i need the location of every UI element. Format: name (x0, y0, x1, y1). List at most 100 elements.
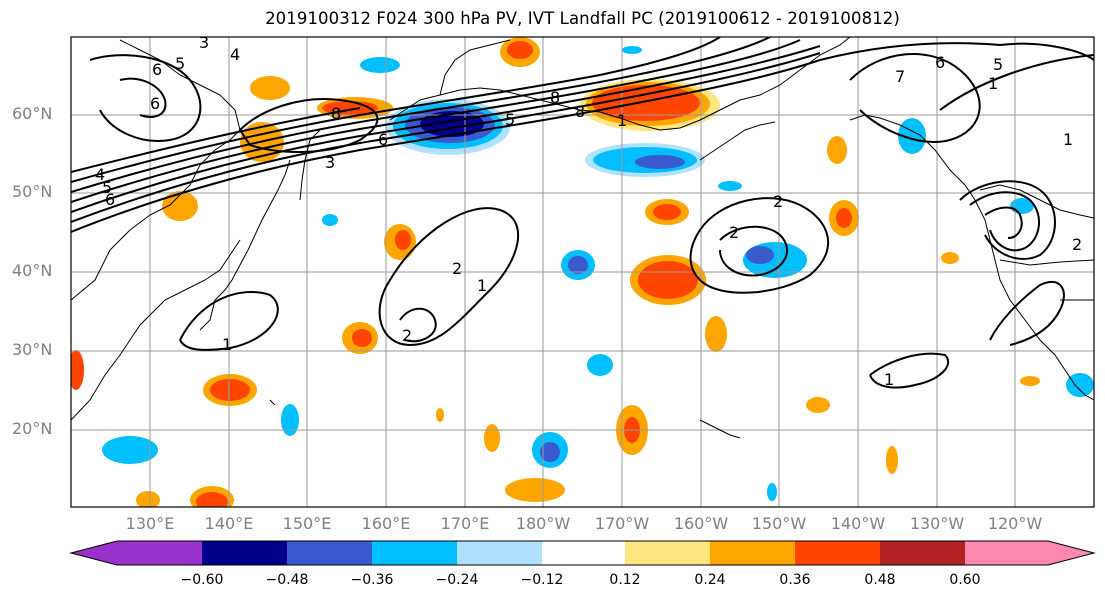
anomaly-shade (1066, 373, 1094, 397)
anomaly-shade (746, 246, 774, 264)
anomaly-shade (1020, 376, 1040, 386)
contour-label: 4 (230, 45, 240, 64)
colorbar-tick-label: −0.24 (435, 572, 479, 588)
contour-label: 6 (935, 53, 945, 72)
lon-label: 170°W (594, 514, 650, 533)
colorbar-tick-label: −0.60 (180, 572, 224, 588)
lat-label: 60°N (12, 104, 53, 123)
contour-label: 5 (102, 178, 112, 197)
lon-label: 160°E (361, 514, 411, 533)
anomaly-shade (71, 350, 84, 390)
contour-label: 8 (550, 88, 560, 107)
colorbar-segment (795, 541, 880, 565)
colorbar-outline (69, 540, 1096, 566)
anomaly-shade (587, 354, 613, 376)
lon-label: 130°E (125, 514, 175, 533)
contour-label: 1 (884, 370, 894, 389)
anomaly-shade (806, 397, 830, 413)
colorbar-tick-label: 0.24 (694, 572, 726, 588)
contour-label: 8 (575, 102, 585, 121)
contour-label: 1 (988, 74, 998, 93)
contour-label: 4 (95, 165, 105, 184)
anomaly-shade (836, 208, 852, 228)
anomaly-shade (360, 57, 400, 73)
contour-label: 2 (1072, 235, 1082, 254)
anomaly-shade (568, 256, 588, 274)
contour-label: 3 (199, 33, 209, 52)
contour-label: 6 (105, 190, 115, 209)
contour-label: 6 (378, 130, 388, 149)
anomaly-shade (540, 442, 560, 462)
lon-label: 140°W (830, 514, 886, 533)
contour-label: 1 (477, 276, 487, 295)
anomaly-shade (281, 404, 299, 436)
anomaly-shade (352, 329, 372, 347)
anomaly-shade (136, 491, 160, 507)
lon-label: 180°W (515, 514, 571, 533)
colorbar-segment (372, 541, 457, 565)
map-frame (70, 36, 1095, 508)
anomaly-shade (635, 155, 685, 169)
anomaly-shade (718, 181, 742, 191)
contour-label: 5 (505, 110, 515, 129)
anomaly-shade (210, 379, 250, 401)
lon-label: 150°E (282, 514, 332, 533)
anomaly-shade (653, 204, 681, 220)
graticule (71, 37, 1094, 507)
anomaly-shade (322, 214, 338, 226)
colorbar-segment (625, 541, 710, 565)
lat-label: 40°N (12, 261, 53, 280)
lon-label: 160°W (673, 514, 729, 533)
coastlines (71, 37, 1094, 439)
anomaly-shade (827, 136, 847, 164)
colorbar-segment (542, 541, 625, 565)
anomaly-shade (886, 446, 898, 474)
colorbar-segment (880, 541, 965, 565)
contour-label: 2 (773, 192, 783, 211)
anomaly-shade (941, 252, 959, 264)
contour-label: 6 (152, 60, 162, 79)
anomaly-shade (505, 478, 565, 502)
anomaly-shade (102, 436, 158, 464)
colorbar-tick-label: 0.12 (609, 572, 641, 588)
lon-label: 140°E (204, 514, 254, 533)
contour-label: 1 (617, 111, 627, 130)
anomaly-shade (250, 76, 290, 100)
colorbar-tick-label: −0.48 (265, 572, 309, 588)
colorbar-high-extend (1048, 541, 1094, 565)
colorbar (69, 540, 1096, 566)
map-title: 2019100312 F024 300 hPa PV, IVT Landfall… (265, 9, 900, 28)
contour-label: 2 (729, 223, 739, 242)
lon-label: 120°W (987, 514, 1043, 533)
colorbar-segment (710, 541, 795, 565)
lon-label: 130°W (909, 514, 965, 533)
contour-label: 7 (895, 67, 905, 86)
anomaly-shade (507, 41, 533, 59)
contour-label: 2 (452, 259, 462, 278)
contour-label: 8 (331, 104, 341, 123)
anomaly-shade (162, 191, 198, 221)
contour-label: 5 (175, 54, 185, 73)
colorbar-segment (457, 541, 542, 565)
colorbar-tick-label: 0.60 (949, 572, 981, 588)
anomaly-shade (767, 483, 777, 501)
lat-label: 50°N (12, 182, 53, 201)
contour-label: 1 (1063, 130, 1073, 149)
anomaly-shade (436, 408, 444, 422)
lon-label: 150°W (751, 514, 807, 533)
colorbar-tick-label: −0.36 (350, 572, 394, 588)
anomaly-shade (592, 85, 700, 121)
lat-label: 20°N (12, 419, 53, 438)
colorbar-tick-label: 0.36 (779, 572, 811, 588)
colorbar-segment (202, 541, 287, 565)
contour-label: 1 (222, 335, 232, 354)
colorbar-segment (287, 541, 372, 565)
lat-label: 30°N (12, 340, 53, 359)
colorbar-tick-label: 0.48 (864, 572, 896, 588)
colorbar-tick-label: −0.12 (520, 572, 564, 588)
anomaly-shade (395, 230, 411, 250)
contour-label: 6 (150, 94, 160, 113)
colorbar-low-extend (71, 541, 117, 565)
contour-labels: 3 4 5 6 6 8 4 5 6 8 3 6 5 8 1 7 6 5 1 2 … (95, 33, 1082, 389)
